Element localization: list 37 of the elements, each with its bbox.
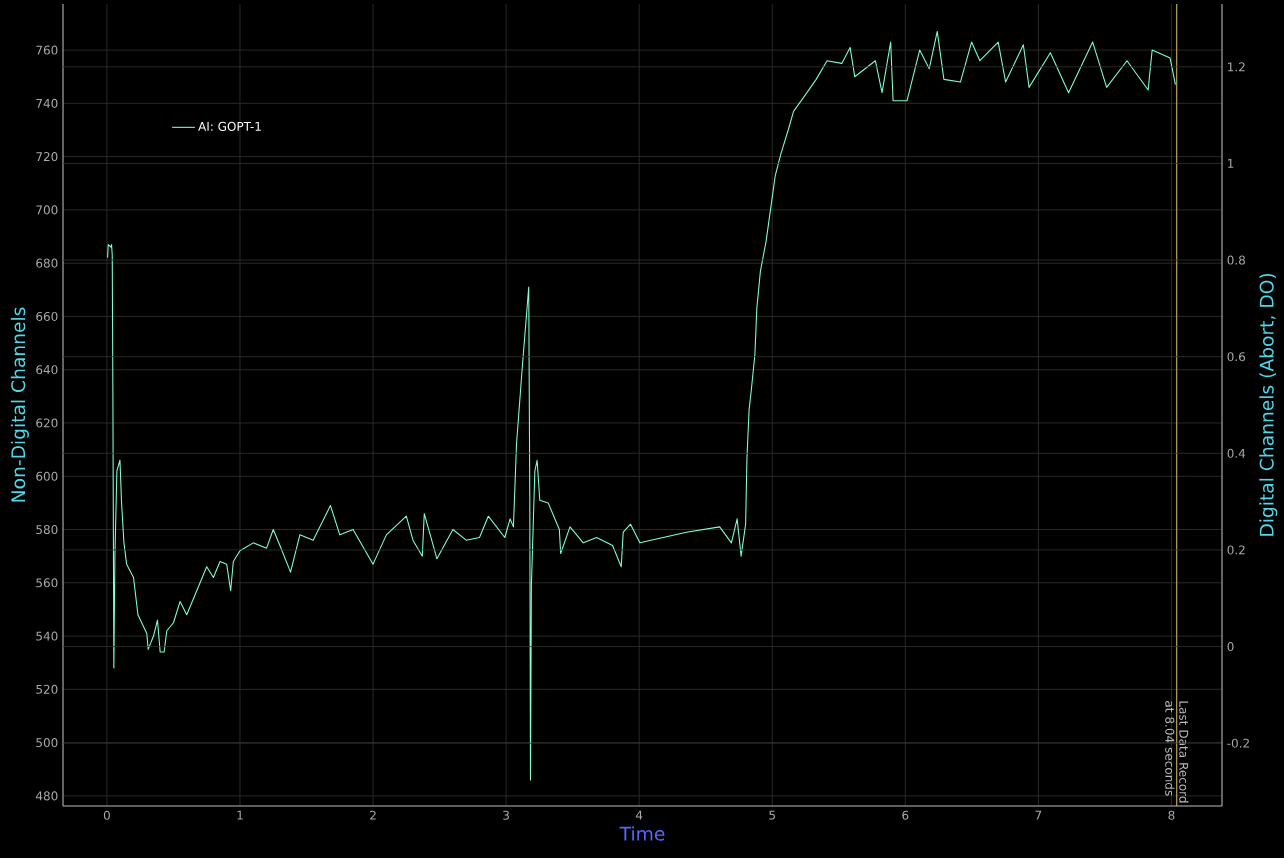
- y-tick-label: 640: [36, 365, 58, 375]
- y2-tick-label: -0.2: [1227, 738, 1249, 748]
- x-tick-label: 7: [1035, 810, 1042, 820]
- x-tick-label: 4: [635, 810, 643, 820]
- y-tick-label: 600: [36, 471, 58, 481]
- x-tick-label: 2: [370, 810, 376, 820]
- y-tick-label: 740: [36, 98, 58, 108]
- y2-tick-label: 0.6: [1227, 352, 1246, 362]
- x-tick-label: 6: [902, 810, 909, 820]
- y-tick-label: 680: [36, 258, 58, 268]
- y-tick-label: 480: [35, 791, 58, 801]
- y-tick-label: 660: [36, 311, 58, 321]
- y2-tick-label: 0.8: [1227, 255, 1245, 265]
- y-tick-label: 700: [36, 205, 58, 215]
- y-axis-title: Non-Digital Channels: [10, 307, 29, 502]
- y-tick-label: 620: [36, 418, 58, 428]
- x-tick-label: 0: [103, 810, 110, 820]
- legend-label: AI: GOPT-1: [198, 121, 261, 131]
- x-tick-label: 8: [1168, 810, 1175, 820]
- x-tick-label: 3: [503, 810, 509, 820]
- y-tick-label: 580: [36, 524, 58, 535]
- y-tick-label: 520: [36, 684, 58, 694]
- ref-line-label: Last Data Record at 8.04 seconds: [1165, 701, 1189, 803]
- y2-tick-label: 0.4: [1227, 448, 1246, 458]
- y-tick-label: 540: [36, 631, 58, 641]
- y2-tick-label: 1.2: [1228, 62, 1245, 72]
- y2-axis-title: Digital Channels (Abort, DO): [1259, 273, 1278, 536]
- y-tick-label: 560: [36, 578, 58, 588]
- y-tick-label: 500: [36, 738, 58, 748]
- x-axis-title: Time: [619, 826, 665, 841]
- y2-tick-label: 0: [1227, 642, 1234, 652]
- y-tick-label: 720: [36, 152, 58, 162]
- y2-tick-label: 1: [1228, 159, 1234, 168]
- x-tick-label: 5: [769, 810, 776, 820]
- x-tick-label: 1: [237, 810, 243, 820]
- y-tick-label: 760: [36, 45, 58, 55]
- y2-tick-label: 0.2: [1227, 545, 1245, 555]
